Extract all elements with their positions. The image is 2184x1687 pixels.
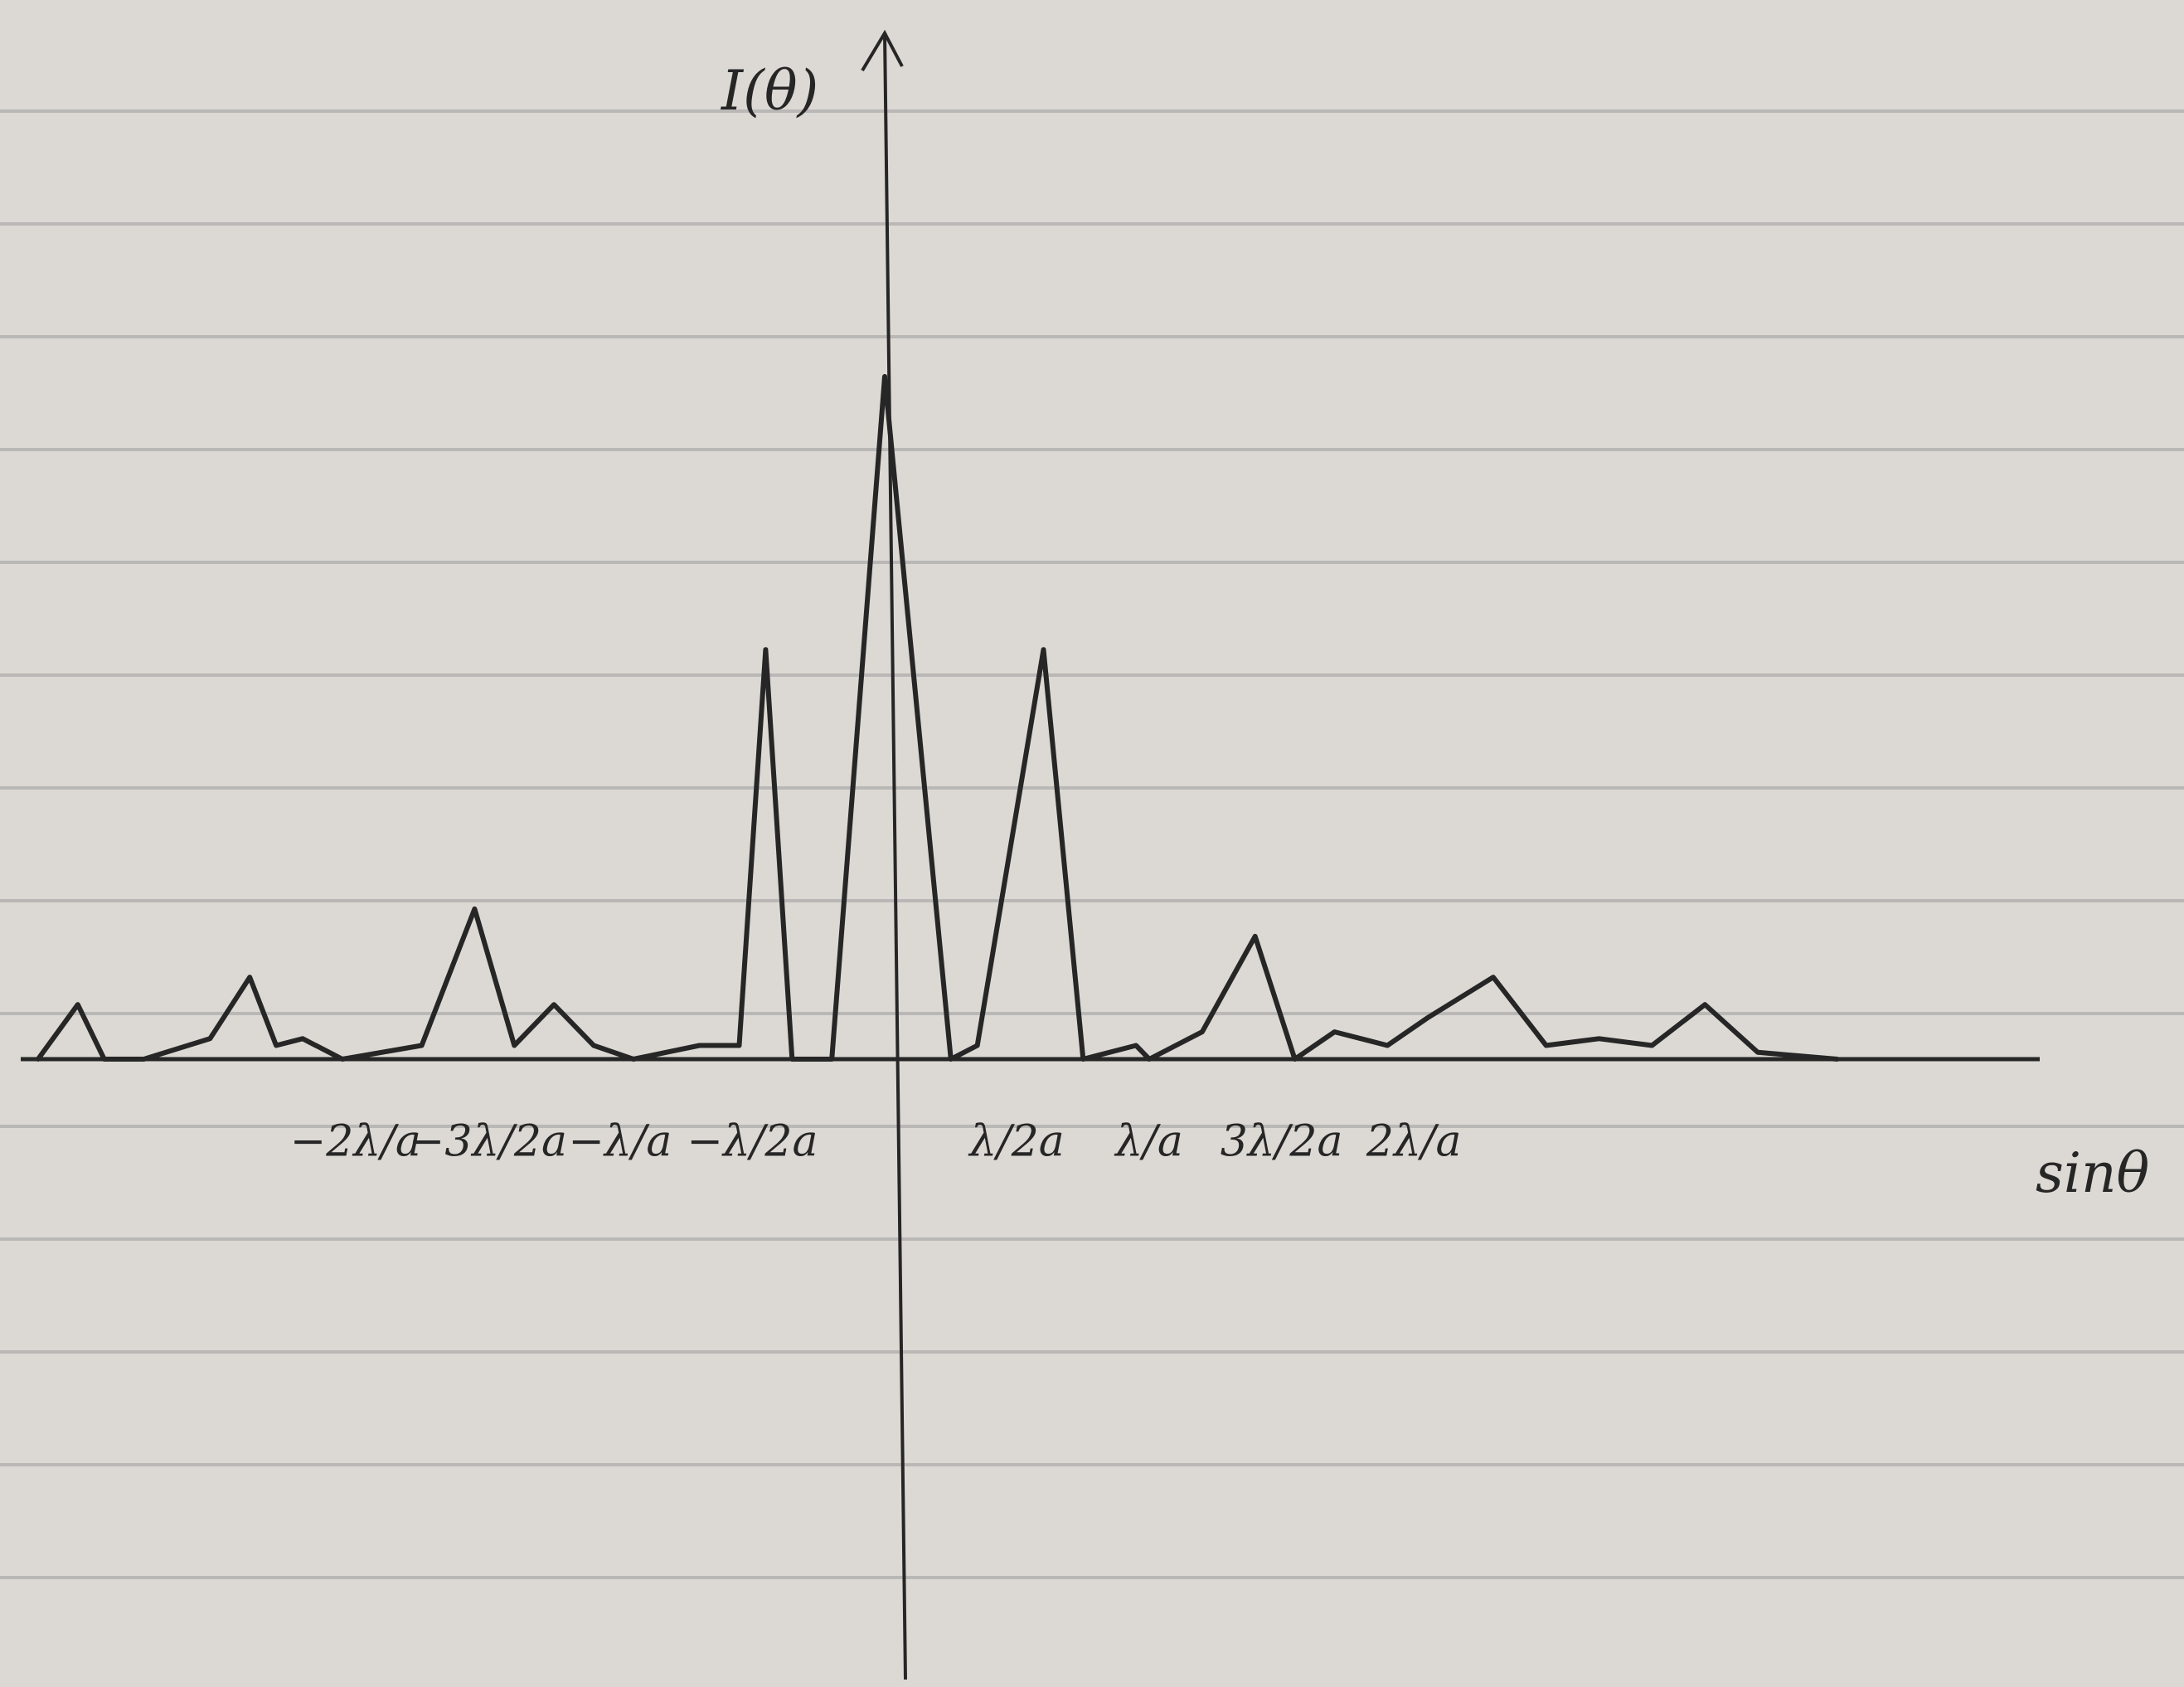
x-tick-label: −λ/2a xyxy=(687,1117,818,1167)
x-tick-label: λ/2a xyxy=(968,1117,1065,1167)
y-axis-label: I(θ) xyxy=(721,59,818,123)
x-tick-label: −2λ/a xyxy=(290,1117,421,1167)
intensity-curve xyxy=(38,377,1837,1059)
chart: I(θ) sinθ −2λ/a−3λ/2a−λ/a −λ/2a λ/2a λ/a 3λ/… xyxy=(0,0,2184,1687)
x-tick-label: 3λ/2a xyxy=(1221,1117,1343,1167)
x-tick-label: −3λ/2a xyxy=(409,1117,567,1167)
y-axis xyxy=(885,33,905,1680)
x-tick-label: λ/a xyxy=(1114,1117,1182,1167)
x-axis-label: sinθ xyxy=(2036,1141,2149,1205)
y-axis-arrow xyxy=(862,33,902,70)
x-tick-label: −λ/a xyxy=(568,1117,672,1167)
x-tick-label: 2λ/a xyxy=(1366,1117,1462,1167)
page: I(θ) sinθ −2λ/a−3λ/2a−λ/a −λ/2a λ/2a λ/a 3λ/… xyxy=(0,0,2184,1687)
